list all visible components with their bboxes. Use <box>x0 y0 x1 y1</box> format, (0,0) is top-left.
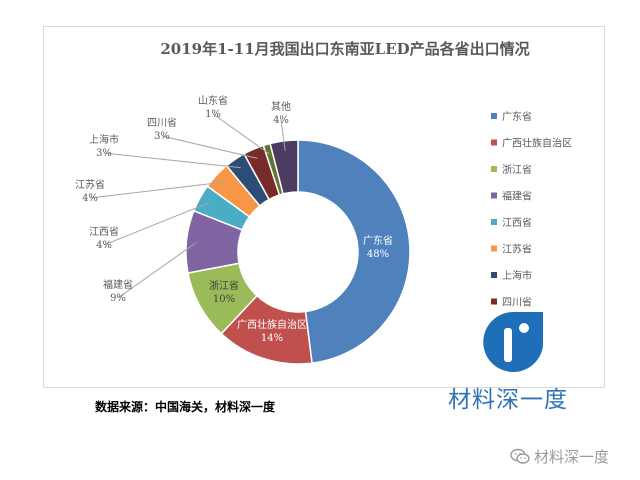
legend-swatch <box>491 219 497 225</box>
leader-line <box>103 152 241 169</box>
data-label-name: 四川省 <box>147 116 177 129</box>
chart-title: 2019年1-11月我国出口东南亚LED产品各省出口情况 <box>160 40 530 58</box>
legend-swatch <box>491 139 497 146</box>
leader-line <box>161 135 258 159</box>
legend-label: 广西壮族自治区 <box>502 137 572 150</box>
donut-slice <box>269 139 299 195</box>
leader-line <box>280 119 286 151</box>
leader-line <box>117 241 197 299</box>
legend-swatch <box>491 298 497 305</box>
brand-logo <box>483 312 543 372</box>
legend-swatch <box>491 166 497 172</box>
data-label-value: 4% <box>96 240 112 251</box>
data-label-value: 3% <box>96 148 112 159</box>
data-label-value: 4% <box>273 115 289 126</box>
data-label-name: 江西省 <box>89 225 119 238</box>
data-label-name: 上海市 <box>89 133 119 146</box>
data-label-name: 浙江省 <box>209 279 239 292</box>
leader-line <box>103 202 209 246</box>
data-label-name: 福建省 <box>103 278 133 291</box>
data-label-value: 3% <box>154 131 170 142</box>
legend-label: 江苏省 <box>502 243 532 256</box>
data-label-name: 广西壮族自治区 <box>237 318 307 331</box>
legend-swatch <box>491 245 497 252</box>
data-label-name: 广东省 <box>363 234 393 247</box>
data-label-value: 14% <box>261 333 283 344</box>
leader-line <box>212 113 270 155</box>
legend-label: 上海市 <box>502 269 532 282</box>
donut-slice <box>297 139 411 364</box>
brand-text: 材料深一度 <box>448 387 568 413</box>
data-label-name: 山东省 <box>198 94 228 107</box>
wechat-watermark: 材料深一度 <box>510 446 609 467</box>
legend-label: 江西省 <box>502 216 532 229</box>
legend-label: 四川省 <box>502 296 532 309</box>
watermark-text: 材料深一度 <box>534 448 610 466</box>
data-label-name: 其他 <box>271 100 291 113</box>
legend-swatch <box>491 272 497 278</box>
legend-label: 浙江省 <box>502 163 532 176</box>
wechat-icon <box>510 448 530 464</box>
legend-label: 福建省 <box>502 190 532 203</box>
data-label-value: 4% <box>82 193 98 204</box>
data-label-value: 48% <box>367 249 389 260</box>
legend-swatch <box>491 113 497 119</box>
source-note: 数据来源：中国海关，材料深一度 <box>95 400 276 414</box>
data-label-value: 9% <box>110 293 126 304</box>
data-label-value: 1% <box>205 109 221 120</box>
data-label-name: 江苏省 <box>75 178 105 191</box>
leader-line <box>89 181 224 199</box>
legend-label: 广东省 <box>502 110 532 123</box>
data-label-value: 10% <box>213 294 235 305</box>
legend-swatch <box>491 192 497 199</box>
